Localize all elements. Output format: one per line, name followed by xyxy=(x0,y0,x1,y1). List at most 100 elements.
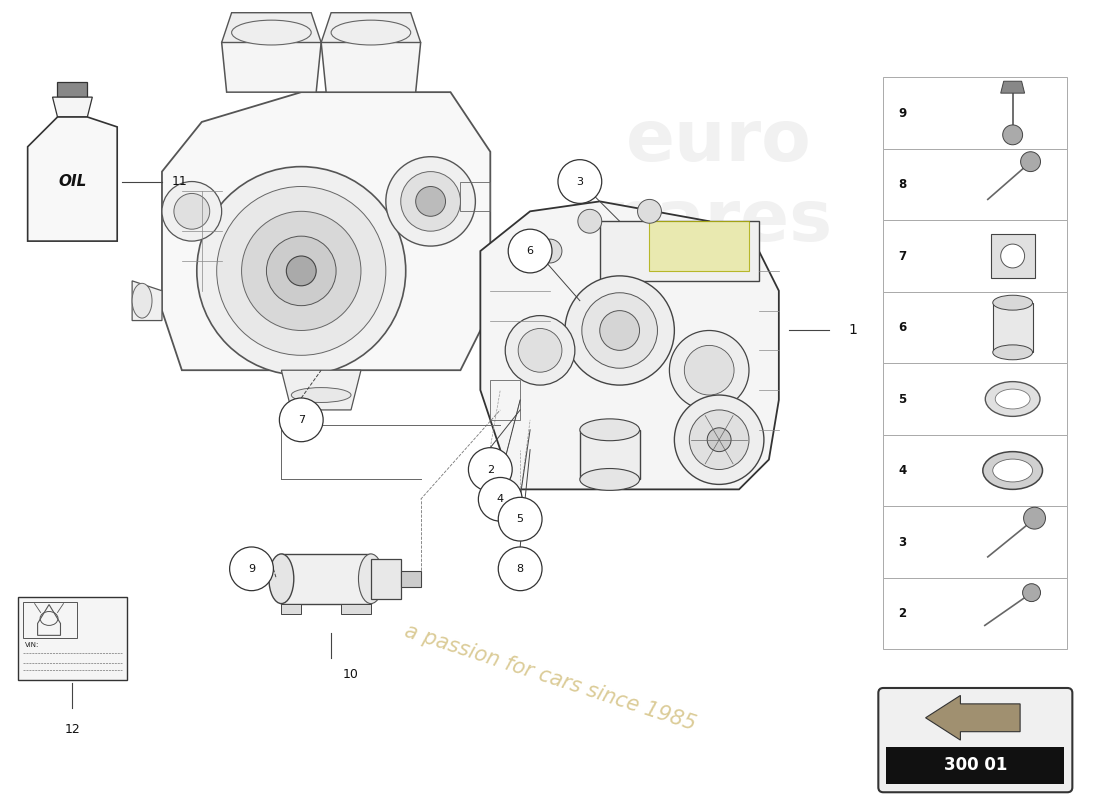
Circle shape xyxy=(600,310,639,350)
Text: 12: 12 xyxy=(65,722,80,736)
Polygon shape xyxy=(993,302,1033,352)
Circle shape xyxy=(1001,244,1024,268)
Polygon shape xyxy=(883,578,1067,650)
Circle shape xyxy=(690,410,749,470)
Circle shape xyxy=(1021,152,1041,171)
Polygon shape xyxy=(282,603,301,614)
Ellipse shape xyxy=(580,469,639,490)
Circle shape xyxy=(508,229,552,273)
Polygon shape xyxy=(282,554,371,603)
Polygon shape xyxy=(282,370,361,410)
Circle shape xyxy=(400,171,461,231)
Polygon shape xyxy=(28,117,118,241)
Ellipse shape xyxy=(996,389,1030,409)
Ellipse shape xyxy=(993,295,1033,310)
Polygon shape xyxy=(883,506,1067,578)
FancyBboxPatch shape xyxy=(887,746,1065,784)
Text: 7: 7 xyxy=(899,250,906,262)
Polygon shape xyxy=(222,13,321,42)
Text: 8: 8 xyxy=(517,564,524,574)
Polygon shape xyxy=(481,202,779,490)
Ellipse shape xyxy=(132,283,152,318)
Text: 2: 2 xyxy=(486,465,494,474)
Polygon shape xyxy=(883,363,1067,434)
Polygon shape xyxy=(649,222,749,271)
Ellipse shape xyxy=(993,459,1033,482)
Polygon shape xyxy=(600,222,759,281)
Polygon shape xyxy=(580,430,639,479)
Polygon shape xyxy=(162,92,491,370)
Circle shape xyxy=(286,256,316,286)
Ellipse shape xyxy=(292,387,351,402)
Polygon shape xyxy=(321,13,420,42)
Circle shape xyxy=(230,547,274,590)
Text: 5: 5 xyxy=(899,393,906,406)
Circle shape xyxy=(416,186,446,216)
Circle shape xyxy=(582,293,658,368)
Text: 6: 6 xyxy=(527,246,534,256)
Text: 2: 2 xyxy=(899,607,906,620)
Circle shape xyxy=(498,547,542,590)
Polygon shape xyxy=(57,82,87,97)
Polygon shape xyxy=(321,22,420,92)
Text: 7: 7 xyxy=(298,415,305,425)
Ellipse shape xyxy=(982,452,1043,490)
Text: 3: 3 xyxy=(899,535,906,549)
Circle shape xyxy=(1003,125,1023,145)
Polygon shape xyxy=(883,292,1067,363)
Polygon shape xyxy=(53,97,92,117)
Ellipse shape xyxy=(580,419,639,441)
Text: 4: 4 xyxy=(497,494,504,504)
Circle shape xyxy=(707,428,732,452)
Text: 6: 6 xyxy=(899,321,906,334)
Polygon shape xyxy=(132,281,162,321)
Circle shape xyxy=(674,395,763,485)
Ellipse shape xyxy=(268,554,294,603)
Circle shape xyxy=(197,166,406,375)
Text: 11: 11 xyxy=(172,175,188,188)
Text: 1: 1 xyxy=(848,323,857,338)
Polygon shape xyxy=(371,559,400,598)
Text: 9: 9 xyxy=(899,106,906,119)
Polygon shape xyxy=(883,220,1067,292)
Text: 3: 3 xyxy=(576,177,583,186)
Ellipse shape xyxy=(986,382,1040,416)
Ellipse shape xyxy=(232,20,311,45)
Circle shape xyxy=(386,157,475,246)
FancyBboxPatch shape xyxy=(878,688,1072,792)
Text: VIN:: VIN: xyxy=(24,642,38,648)
Text: 8: 8 xyxy=(899,178,906,191)
Polygon shape xyxy=(400,571,420,586)
Polygon shape xyxy=(883,78,1067,149)
Text: OIL: OIL xyxy=(58,174,87,189)
Circle shape xyxy=(174,194,210,229)
Text: euro
pares: euro pares xyxy=(605,107,833,256)
Circle shape xyxy=(518,329,562,372)
Circle shape xyxy=(670,330,749,410)
Circle shape xyxy=(279,398,323,442)
Circle shape xyxy=(242,211,361,330)
Circle shape xyxy=(558,160,602,203)
Ellipse shape xyxy=(993,345,1033,360)
Circle shape xyxy=(505,315,575,385)
Polygon shape xyxy=(18,597,128,680)
Circle shape xyxy=(498,498,542,541)
Circle shape xyxy=(266,236,337,306)
Text: 5: 5 xyxy=(517,514,524,524)
Polygon shape xyxy=(883,149,1067,220)
Circle shape xyxy=(469,448,513,491)
Circle shape xyxy=(578,210,602,233)
Text: 10: 10 xyxy=(343,668,359,681)
Circle shape xyxy=(217,186,386,355)
Text: a passion for cars since 1985: a passion for cars since 1985 xyxy=(402,622,698,734)
Polygon shape xyxy=(991,234,1034,278)
Circle shape xyxy=(1023,584,1041,602)
Ellipse shape xyxy=(359,554,383,603)
Text: 4: 4 xyxy=(899,464,906,477)
Polygon shape xyxy=(1001,82,1024,93)
Text: 9: 9 xyxy=(248,564,255,574)
Circle shape xyxy=(684,346,734,395)
Circle shape xyxy=(162,182,222,241)
FancyArrow shape xyxy=(925,695,1020,740)
Circle shape xyxy=(1024,507,1045,529)
